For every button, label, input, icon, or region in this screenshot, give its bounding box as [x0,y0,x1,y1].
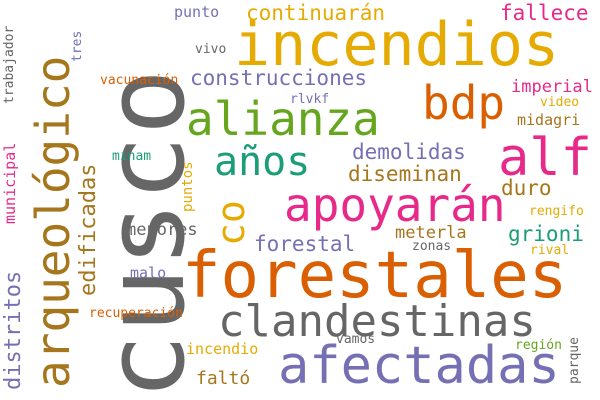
word-construcciones: construcciones [190,66,368,90]
word-minam: minam [112,149,152,164]
word-vivo: vivo [195,42,227,57]
word-imperial: imperial [511,77,593,97]
word-puntos: puntos [180,161,196,212]
word-incendios: incendios [234,10,560,80]
word-afectadas: afectadas [278,336,560,396]
word-incendio: incendio [186,340,259,358]
word-trabajador: trabajador [2,25,17,104]
word-falto: faltó [196,368,251,389]
word-edificadas: edificadas [76,163,101,296]
word-vamos: vamos [336,332,376,347]
word-region: región [515,338,562,353]
word-forestal: forestal [254,232,356,256]
word-vacunacion: vacunación [100,73,179,88]
word-parque: parque [567,337,582,384]
word-grioni: grioni [508,222,584,246]
word-rlvkf: rlvkf [290,92,330,107]
word-duro: duro [501,176,552,200]
word-alf: alf [498,128,592,188]
word-forestales: forestales [182,239,568,313]
word-continuaran: continuarán [246,1,386,25]
word-clandestinas: clandestinas [218,296,536,347]
word-diseminan: diseminan [348,162,462,186]
word-rengifo: rengifo [529,204,584,219]
word-fallece: fallece [500,1,589,25]
word-anos: años [214,139,311,185]
word-malo: malo [130,264,167,282]
word-bdp: bdp [422,76,506,130]
word-zonas: zonas [412,239,452,254]
word-distritos: distritos [1,270,26,390]
word-punto: punto [174,3,220,21]
word-arqueologico: arqueológico [26,55,80,388]
word-alianza: alianza [186,92,380,146]
word-demolidas: demolidas [352,140,466,164]
word-midagri: midagri [517,111,581,129]
word-menores: menores [126,220,198,240]
word-meterla: meterla [395,223,467,243]
word-apoyaran: apoyarán [284,178,506,232]
word-rival: rival [530,243,570,258]
word-tres: tres [70,30,85,62]
word-municipal: municipal [1,142,19,224]
word-video: video [540,95,580,110]
word-recuperacion: recuperación [89,306,183,321]
